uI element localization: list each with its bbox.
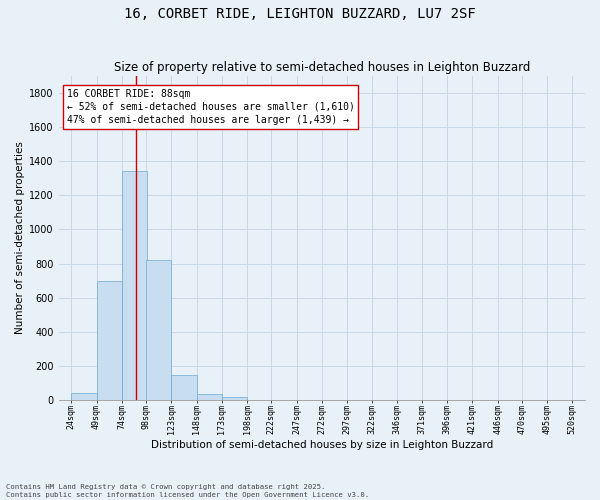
Bar [146,260,171,400]
Bar [122,172,147,400]
Y-axis label: Number of semi-detached properties: Number of semi-detached properties [15,142,25,334]
Bar [97,280,122,400]
Bar [71,394,97,400]
Bar [222,397,247,400]
Title: Size of property relative to semi-detached houses in Leighton Buzzard: Size of property relative to semi-detach… [113,62,530,74]
Text: 16, CORBET RIDE, LEIGHTON BUZZARD, LU7 2SF: 16, CORBET RIDE, LEIGHTON BUZZARD, LU7 2… [124,8,476,22]
Bar [197,394,222,400]
Text: 16 CORBET RIDE: 88sqm
← 52% of semi-detached houses are smaller (1,610)
47% of s: 16 CORBET RIDE: 88sqm ← 52% of semi-deta… [67,88,355,125]
Bar [171,374,197,400]
Text: Contains HM Land Registry data © Crown copyright and database right 2025.
Contai: Contains HM Land Registry data © Crown c… [6,484,369,498]
X-axis label: Distribution of semi-detached houses by size in Leighton Buzzard: Distribution of semi-detached houses by … [151,440,493,450]
